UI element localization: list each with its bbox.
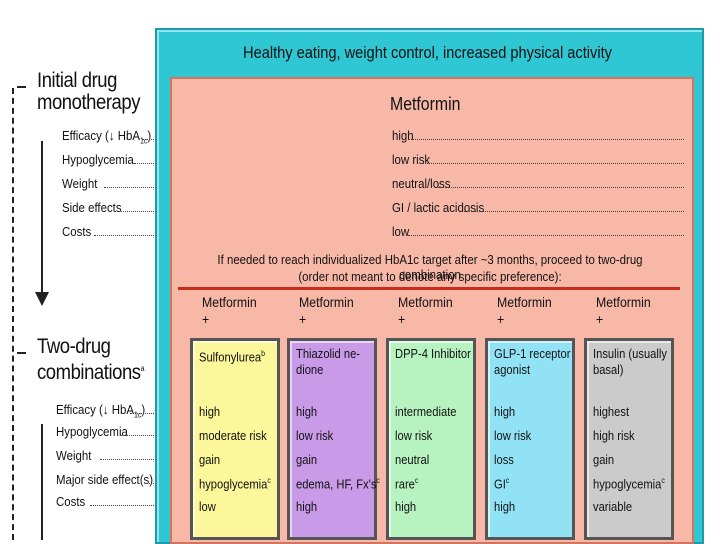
combo-value: high [296, 404, 318, 419]
metformin-value-leader [408, 235, 684, 236]
combo-value: gain [296, 452, 318, 467]
combo-value: high [494, 499, 516, 514]
note-line-1: If needed to reach individualized HbA1c … [217, 252, 643, 282]
combo-drug-title: DPP-4 Inhibitor [395, 346, 471, 361]
combo-metformin-plus: Metformin + [202, 294, 257, 327]
combo-row-leader [90, 505, 196, 506]
mono-row-label: Side effects [62, 200, 122, 215]
combo-value: high [494, 404, 516, 419]
combo-value: rarec [395, 476, 419, 492]
combo-value: loss [494, 452, 514, 467]
combo-box [190, 338, 280, 540]
combo-value: GIc [494, 476, 510, 492]
mono-tick [17, 86, 26, 88]
combo-row-leader [100, 459, 196, 460]
combo-row-label: Efficacy (↓ HbA1c) [56, 402, 146, 420]
combo-metformin-plus: Metformin + [398, 294, 453, 327]
combo-value: high [296, 499, 318, 514]
down-arrow-icon [35, 292, 49, 306]
combo-box [386, 338, 476, 540]
combo-value: gain [199, 452, 221, 467]
combo-value: intermediate [395, 404, 457, 419]
combo-tick [17, 352, 26, 354]
combo-value: low risk [296, 428, 334, 443]
combo-value: edema, HF, Fx'sc [296, 476, 380, 492]
metformin-value: GI / lactic acidosis [392, 200, 485, 215]
combo-drug-title: GLP-1 receptor agonist [494, 346, 571, 377]
combo-value: gain [593, 452, 615, 467]
mono-row-label: Weight [62, 176, 98, 191]
metformin-value: low risk [392, 152, 431, 167]
combo-value: high [395, 499, 417, 514]
metformin-title: Metformin [390, 94, 461, 114]
combo-box [584, 338, 674, 540]
divider-line [178, 287, 680, 290]
mono-row-label: Hypoglycemia [62, 152, 134, 167]
combo-value: hypoglycemiac [593, 476, 665, 492]
mono-row-label: Costs [62, 224, 92, 239]
combo-box [287, 338, 377, 540]
combo-value: highest [593, 404, 630, 419]
combo-metformin-plus: Metformin + [497, 294, 552, 327]
combo-drug-title: Sulfonylureab [199, 349, 265, 365]
combo-row-label: Hypoglycemia [56, 424, 128, 439]
combo-value: moderate risk [199, 428, 267, 443]
metformin-value-leader [420, 163, 684, 164]
note-line-2: (order not meant to denote any specific … [298, 269, 562, 284]
combo-value: low risk [494, 428, 532, 443]
combo-value: low [199, 499, 216, 514]
combo-value: high risk [593, 428, 635, 443]
metformin-value: high [392, 128, 414, 143]
mono-row-label: Efficacy (↓ HbA1c) [62, 128, 152, 146]
combo-value: high [199, 404, 221, 419]
combo-drug-title: Insulin (usually basal) [593, 346, 667, 377]
metformin-value-leader [464, 211, 684, 212]
combo-value: variable [593, 499, 633, 514]
combo-value: neutral [395, 452, 430, 467]
combo-value: low risk [395, 428, 433, 443]
combo-row-label: Costs [56, 494, 86, 509]
metformin-value-leader [408, 139, 684, 140]
monotherapy-heading: Initial drug monotherapy [37, 69, 141, 114]
lifestyle-title: Healthy eating, weight control, increase… [243, 43, 612, 62]
metformin-value: neutral/loss [392, 176, 451, 191]
combinations-heading: Two-drug combinationsa [37, 335, 145, 384]
combo-row-label: Weight [56, 448, 92, 463]
left-dashed-guide [12, 88, 14, 540]
combo-drug-title: Thiazolid ne-dione [296, 346, 361, 377]
combo-box [485, 338, 575, 540]
combo-row-label: Major side effect(s) [56, 472, 154, 487]
combo-value: hypoglycemiac [199, 476, 271, 492]
combo-metformin-plus: Metformin + [596, 294, 651, 327]
metformin-value-leader [438, 187, 684, 188]
metformin-value: low [392, 224, 410, 239]
combo-metformin-plus: Metformin + [299, 294, 354, 327]
down-arrow-shaft [41, 141, 43, 297]
down-arrow-shaft-lower [41, 424, 43, 540]
